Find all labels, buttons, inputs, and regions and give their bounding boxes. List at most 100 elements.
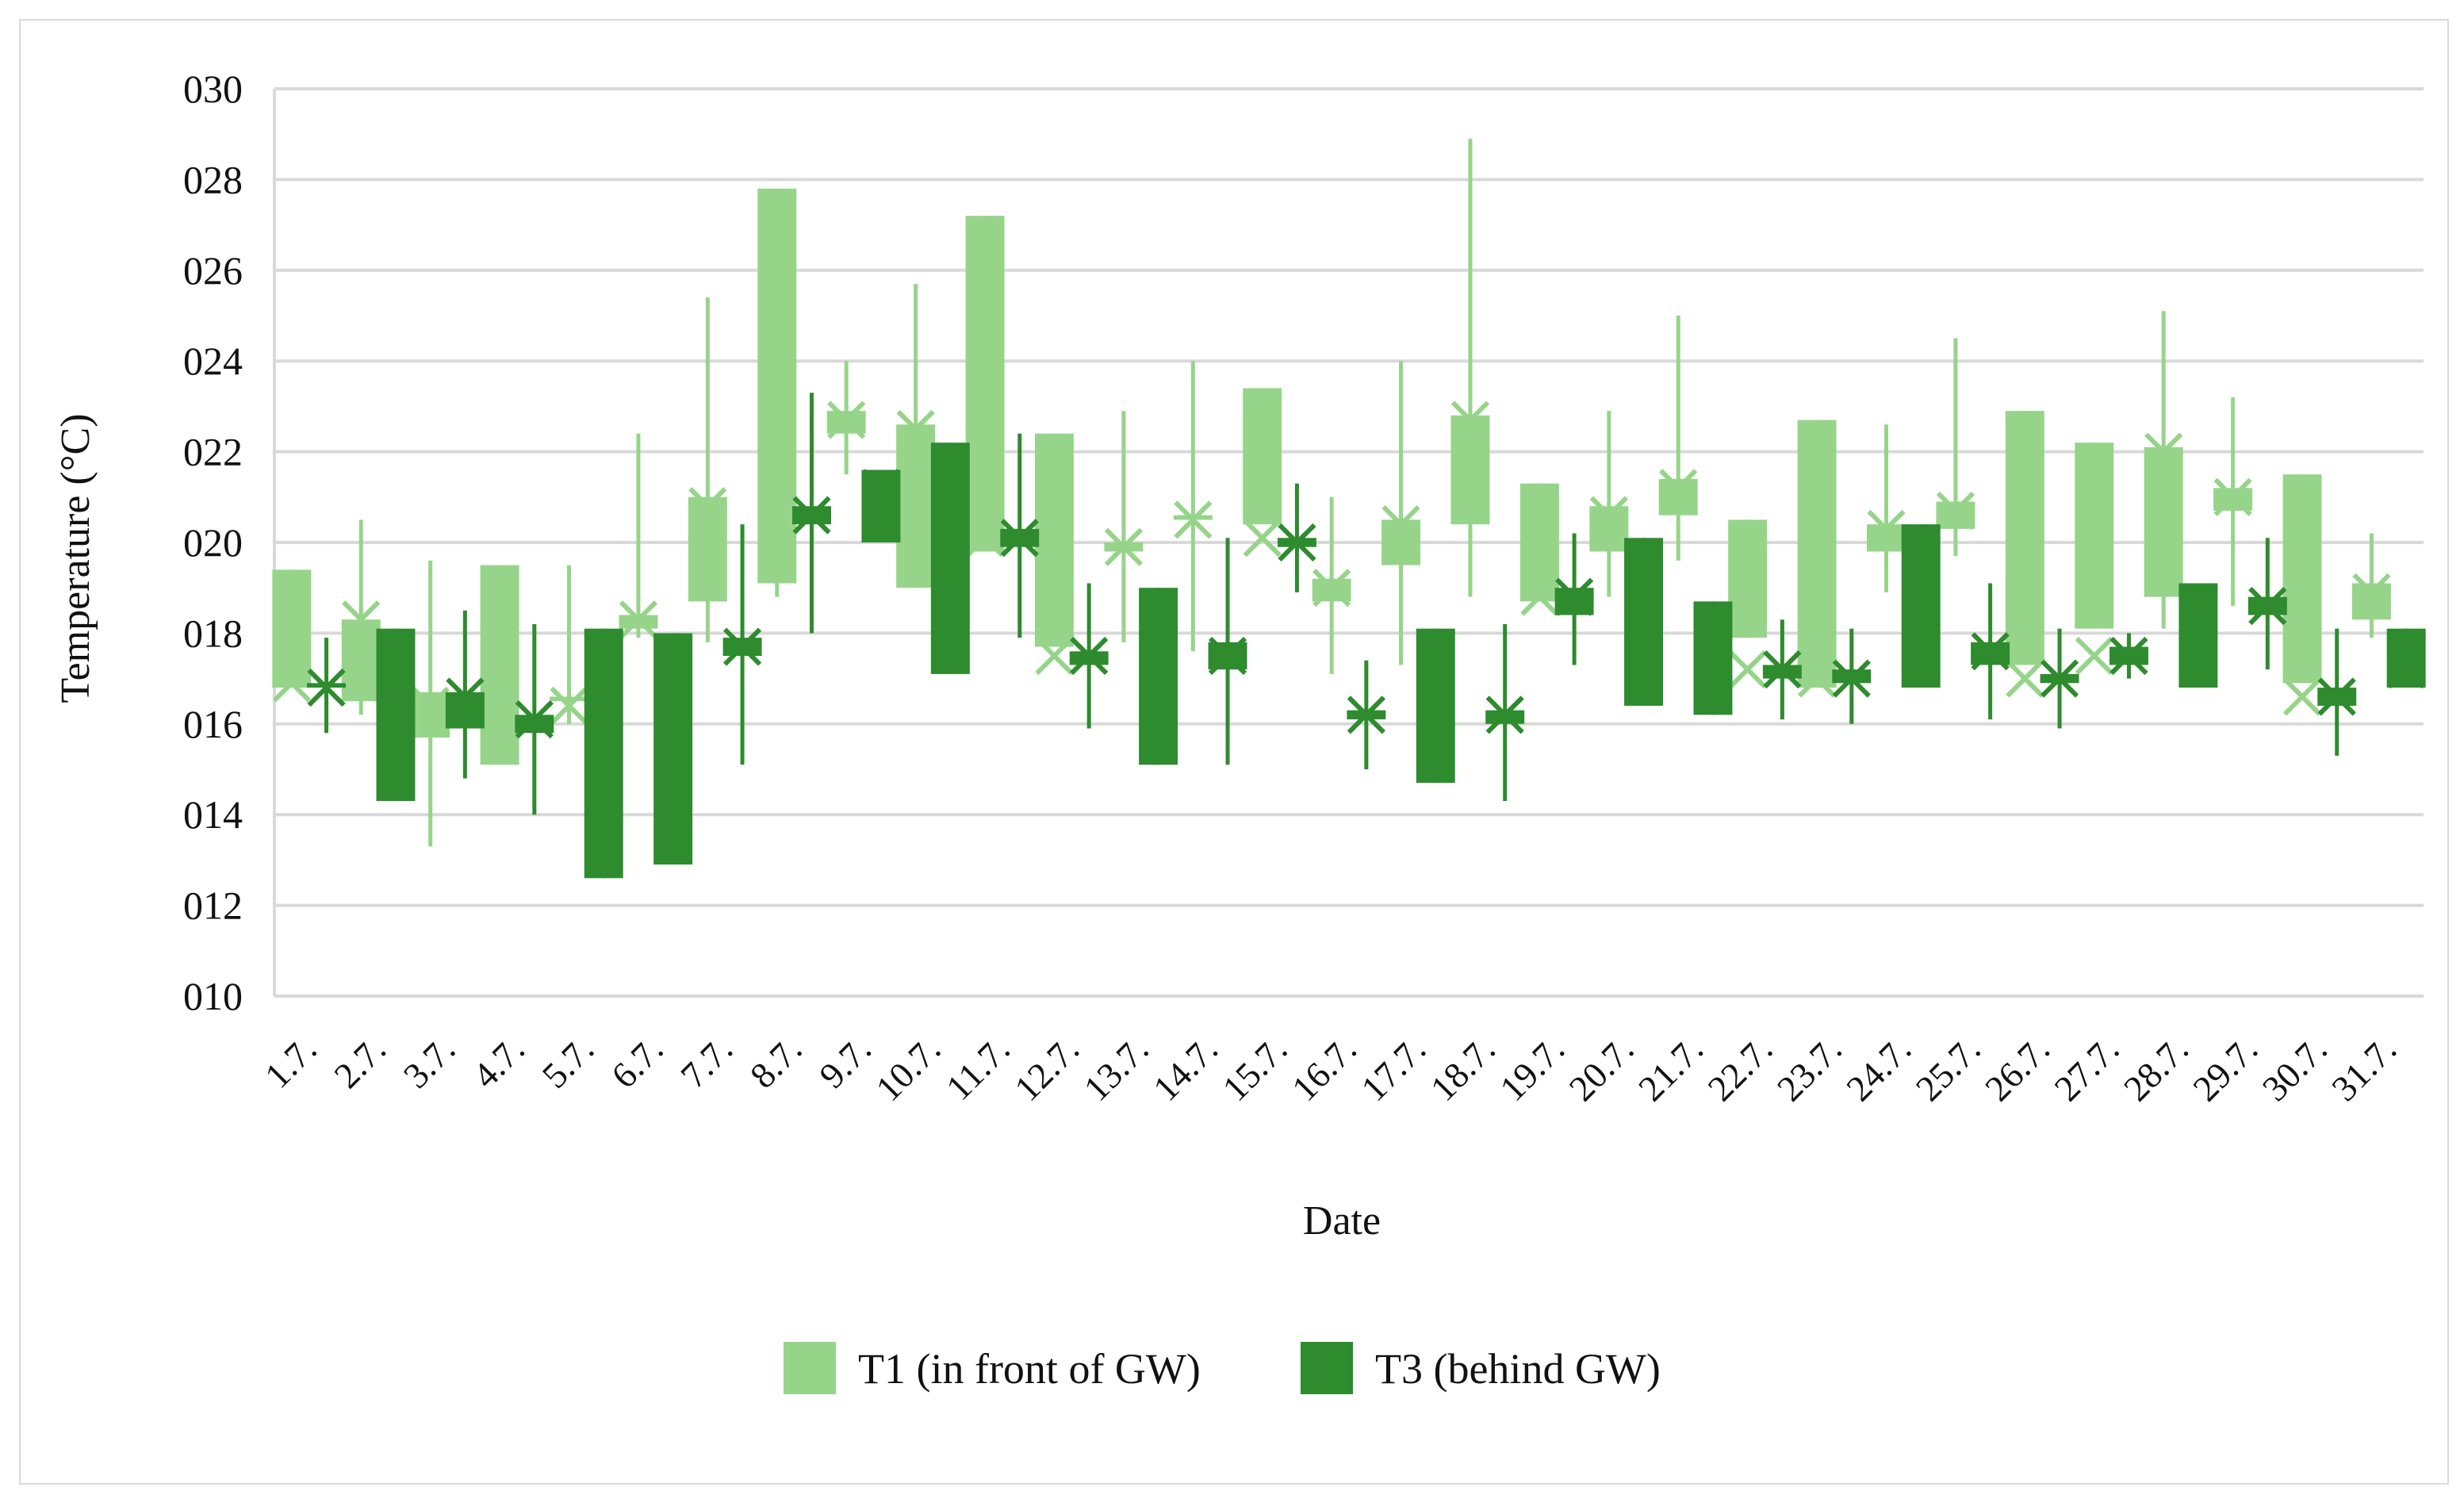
mean-marker [2110,636,2148,676]
chart-frame: 010 012 014 016 018 020 022 024 026 028 030 1.7. 2.… [19,19,2449,1485]
mean-marker [1450,400,1490,439]
box [861,469,901,542]
mean-marker [480,699,519,739]
mean-marker [1763,650,1802,689]
box [1658,478,1698,515]
box [2282,474,2322,684]
y-tick-label: 024 [183,339,243,383]
y-axis-title: Temperature (°C) [53,413,98,703]
mean-marker [722,627,762,666]
box [1034,433,1074,647]
x-tick-label: 26.7. [1977,1029,2057,1109]
y-tick-label: 010 [183,974,243,1018]
x-tick-label: 5.7. [535,1029,602,1096]
mean-marker [1728,650,1767,689]
mean-marker [1035,636,1074,676]
mean-marker [1832,659,1871,698]
y-tick-label: 026 [183,248,243,293]
box [2144,446,2183,597]
mean-marker [411,686,450,726]
mean-marker [1797,659,1837,698]
mean-marker [307,668,346,707]
x-tick-label: 7.7. [673,1029,740,1096]
mean-marker [2317,677,2356,716]
mean-marker [1243,519,1282,558]
legend-swatch [784,1342,836,1394]
x-tick-label: 19.7. [1492,1029,1572,1109]
x-tick-label: 20.7. [1562,1029,1642,1109]
y-tick-label: 022 [183,430,243,474]
mean-marker [965,519,1005,558]
mean-marker [550,686,588,726]
mean-marker [1867,509,1906,548]
box [2075,443,2114,629]
y-tick-label: 014 [183,792,243,837]
mean-marker [376,696,416,734]
mean-marker [2179,623,2218,661]
series-1 [272,138,2391,847]
mean-marker [1554,577,1594,616]
legend: T1 (in front of GW) T3 (behind GW) [784,1342,1661,1394]
mean-marker [1278,523,1316,562]
x-tick-label: 10.7. [868,1029,948,1109]
x-tick-label: 16.7. [1284,1029,1364,1109]
mean-marker [1347,696,1385,734]
x-tick-label: 24.7. [1838,1029,1918,1109]
mean-marker [1624,591,1663,630]
x-tick-label: 2.7. [326,1029,393,1096]
box [2351,583,2391,620]
mean-marker [2387,650,2426,689]
box [1243,388,1282,525]
mean-marker [2352,573,2391,612]
box [1139,588,1178,765]
y-tick-labels: 010 012 014 016 018 020 022 024 026 028 030 [183,67,243,1018]
box [1797,420,1837,688]
mean-marker [446,677,485,716]
legend-swatch [1301,1342,1353,1394]
box [930,443,970,674]
y-tick-label: 016 [183,702,243,746]
mean-marker [515,699,554,739]
box [653,633,693,865]
series-2 [307,393,2426,879]
mean-marker [1485,696,1524,734]
mean-marker [896,409,935,449]
mean-marker [1000,519,1039,558]
x-tick-label: 12.7. [1006,1029,1086,1109]
x-tick-label: 18.7. [1423,1029,1503,1109]
mean-marker [2006,659,2044,698]
x-tick-label: 8.7. [742,1029,810,1096]
mean-marker [619,600,658,639]
mean-marker [1520,577,1559,616]
box [1728,519,1768,638]
mean-marker [272,664,311,703]
box [757,188,797,584]
box [1693,601,1733,715]
x-tick-labels: 1.7. 2.7. 3.7. 4.7. 5.7. 6.7. 7.7. 8.7. 9.7.10.7… [257,1029,2404,1109]
x-tick-label: 13.7. [1076,1029,1156,1109]
y-tick-label: 028 [183,157,243,201]
mean-marker [653,682,692,721]
mean-marker [688,487,727,526]
x-tick-label: 17.7. [1353,1029,1433,1109]
mean-marker [1174,500,1213,539]
x-tick-label: 31.7. [2324,1029,2404,1109]
x-tick-label: 6.7. [604,1029,671,1096]
mean-marker [792,496,831,535]
x-tick-label: 11.7. [938,1029,1017,1108]
box [965,216,1005,552]
x-tick-label: 1.7. [257,1029,324,1096]
x-axis-title: Date [1303,1198,1381,1244]
mean-marker [2040,659,2079,698]
mean-marker [2144,432,2183,471]
x-tick-label: 15.7. [1215,1029,1295,1109]
x-tick-label: 28.7. [2116,1029,2196,1109]
box [584,628,623,879]
mean-marker [2282,677,2322,716]
mean-marker [2248,586,2287,626]
mean-marker [1104,527,1144,566]
mean-marker [1381,504,1420,544]
x-tick-label: 25.7. [1908,1029,1988,1109]
mean-marker [1416,686,1455,726]
x-tick-label: 22.7. [1700,1029,1780,1109]
